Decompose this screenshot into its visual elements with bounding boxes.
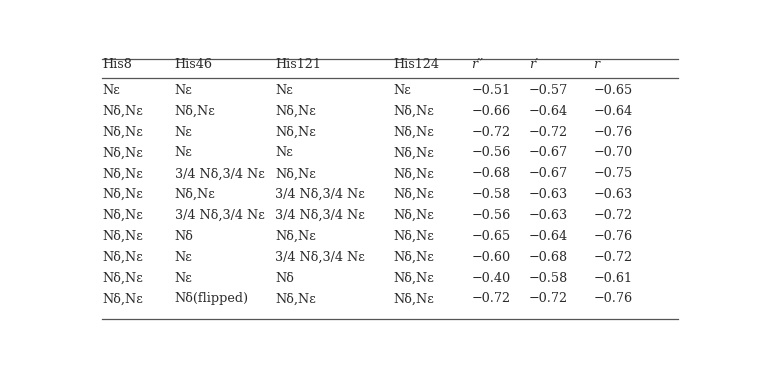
Text: 3/4 Nδ,3/4 Nε: 3/4 Nδ,3/4 Nε — [275, 251, 365, 264]
Text: −0.64: −0.64 — [529, 105, 568, 118]
Text: −0.72: −0.72 — [529, 292, 568, 306]
Text: Nε: Nε — [275, 146, 293, 160]
Text: Nε: Nε — [175, 126, 193, 139]
Text: −0.67: −0.67 — [529, 146, 568, 160]
Text: −0.58: −0.58 — [529, 272, 568, 285]
Text: −0.61: −0.61 — [594, 272, 632, 285]
Text: His8: His8 — [102, 58, 132, 71]
Text: Nδ,Nε: Nδ,Nε — [102, 105, 143, 118]
Text: −0.63: −0.63 — [594, 188, 632, 201]
Text: −0.68: −0.68 — [471, 167, 511, 180]
Text: −0.75: −0.75 — [594, 167, 632, 180]
Text: Nδ,Nε: Nδ,Nε — [102, 146, 143, 160]
Text: −0.76: −0.76 — [594, 126, 632, 139]
Text: Nδ,Nε: Nδ,Nε — [275, 167, 316, 180]
Text: Nδ,Nε: Nδ,Nε — [393, 251, 434, 264]
Text: r: r — [594, 58, 600, 71]
Text: Nε: Nε — [175, 146, 193, 160]
Text: −0.68: −0.68 — [529, 251, 568, 264]
Text: Nε: Nε — [102, 84, 120, 97]
Text: −0.51: −0.51 — [471, 84, 511, 97]
Text: −0.63: −0.63 — [529, 188, 568, 201]
Text: Nδ,Nε: Nδ,Nε — [275, 105, 316, 118]
Text: −0.67: −0.67 — [529, 167, 568, 180]
Text: Nε: Nε — [175, 251, 193, 264]
Text: −0.72: −0.72 — [529, 126, 568, 139]
Text: 3/4 Nδ,3/4 Nε: 3/4 Nδ,3/4 Nε — [175, 209, 265, 222]
Text: Nδ,Nε: Nδ,Nε — [102, 292, 143, 306]
Text: −0.70: −0.70 — [594, 146, 632, 160]
Text: Nδ,Nε: Nδ,Nε — [102, 126, 143, 139]
Text: −0.72: −0.72 — [594, 209, 632, 222]
Text: Nδ,Nε: Nδ,Nε — [175, 188, 215, 201]
Text: −0.64: −0.64 — [594, 105, 632, 118]
Text: Nδ: Nδ — [275, 272, 294, 285]
Text: Nδ,Nε: Nδ,Nε — [275, 292, 316, 306]
Text: Nδ,Nε: Nδ,Nε — [393, 292, 434, 306]
Text: Nδ,Nε: Nδ,Nε — [393, 146, 434, 160]
Text: −0.57: −0.57 — [529, 84, 568, 97]
Text: −0.63: −0.63 — [529, 209, 568, 222]
Text: −0.40: −0.40 — [471, 272, 511, 285]
Text: 3/4 Nδ,3/4 Nε: 3/4 Nδ,3/4 Nε — [275, 209, 365, 222]
Text: −0.65: −0.65 — [471, 230, 511, 243]
Text: Nδ,Nε: Nδ,Nε — [393, 230, 434, 243]
Text: His121: His121 — [275, 58, 321, 71]
Text: Nδ,Nε: Nδ,Nε — [393, 105, 434, 118]
Text: −0.66: −0.66 — [471, 105, 511, 118]
Text: −0.64: −0.64 — [529, 230, 568, 243]
Text: Nε: Nε — [175, 84, 193, 97]
Text: Nδ,Nε: Nδ,Nε — [393, 209, 434, 222]
Text: 3/4 Nδ,3/4 Nε: 3/4 Nδ,3/4 Nε — [175, 167, 265, 180]
Text: His124: His124 — [393, 58, 439, 71]
Text: −0.72: −0.72 — [471, 292, 511, 306]
Text: −0.72: −0.72 — [471, 126, 511, 139]
Text: Nε: Nε — [275, 84, 293, 97]
Text: −0.65: −0.65 — [594, 84, 632, 97]
Text: Nδ,Nε: Nδ,Nε — [393, 188, 434, 201]
Text: Nδ,Nε: Nδ,Nε — [393, 126, 434, 139]
Text: −0.58: −0.58 — [471, 188, 511, 201]
Text: Nδ,Nε: Nδ,Nε — [102, 167, 143, 180]
Text: Nδ,Nε: Nδ,Nε — [102, 209, 143, 222]
Text: −0.56: −0.56 — [471, 146, 511, 160]
Text: Nδ: Nδ — [175, 230, 193, 243]
Text: r′: r′ — [529, 58, 537, 71]
Text: His46: His46 — [175, 58, 213, 71]
Text: Nδ,Nε: Nδ,Nε — [275, 126, 316, 139]
Text: −0.76: −0.76 — [594, 230, 632, 243]
Text: Nδ,Nε: Nδ,Nε — [102, 251, 143, 264]
Text: Nε: Nε — [393, 84, 411, 97]
Text: −0.60: −0.60 — [471, 251, 511, 264]
Text: −0.56: −0.56 — [471, 209, 511, 222]
Text: Nδ,Nε: Nδ,Nε — [102, 272, 143, 285]
Text: 3/4 Nδ,3/4 Nε: 3/4 Nδ,3/4 Nε — [275, 188, 365, 201]
Text: Nδ,Nε: Nδ,Nε — [102, 230, 143, 243]
Text: Nδ,Nε: Nδ,Nε — [393, 167, 434, 180]
Text: Nδ,Nε: Nδ,Nε — [175, 105, 215, 118]
Text: −0.76: −0.76 — [594, 292, 632, 306]
Text: Nε: Nε — [175, 272, 193, 285]
Text: Nδ,Nε: Nδ,Nε — [102, 188, 143, 201]
Text: −0.72: −0.72 — [594, 251, 632, 264]
Text: r′′: r′′ — [471, 58, 483, 71]
Text: Nδ,Nε: Nδ,Nε — [275, 230, 316, 243]
Text: Nδ,Nε: Nδ,Nε — [393, 272, 434, 285]
Text: Nδ(flipped): Nδ(flipped) — [175, 292, 249, 306]
